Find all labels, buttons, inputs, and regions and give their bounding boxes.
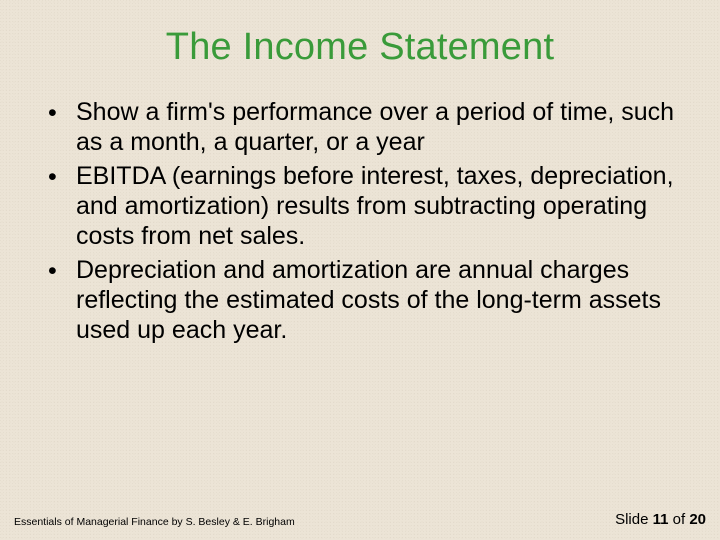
footer-mid: of xyxy=(668,511,689,528)
footer-credit: Essentials of Managerial Finance by S. B… xyxy=(14,516,295,528)
footer-current-page: 11 xyxy=(653,511,669,528)
bullet-text: EBITDA (earnings before interest, taxes,… xyxy=(76,161,682,251)
slide: The Income Statement • Show a firm's per… xyxy=(0,0,720,540)
bullet-text: Depreciation and amortization are annual… xyxy=(76,255,682,345)
list-item: • Depreciation and amortization are annu… xyxy=(48,255,682,345)
footer-prefix: Slide xyxy=(615,511,653,528)
footer-total-pages: 20 xyxy=(689,511,706,528)
bullet-marker: • xyxy=(48,97,76,157)
list-item: • EBITDA (earnings before interest, taxe… xyxy=(48,161,682,251)
footer-page-indicator: Slide 11 of 20 xyxy=(615,511,706,528)
bullet-marker: • xyxy=(48,161,76,251)
list-item: • Show a firm's performance over a perio… xyxy=(48,97,682,157)
bullet-marker: • xyxy=(48,255,76,345)
bullet-text: Show a firm's performance over a period … xyxy=(76,97,682,157)
slide-title: The Income Statement xyxy=(38,26,682,69)
bullet-list: • Show a firm's performance over a perio… xyxy=(38,97,682,345)
slide-footer: Essentials of Managerial Finance by S. B… xyxy=(0,511,720,528)
